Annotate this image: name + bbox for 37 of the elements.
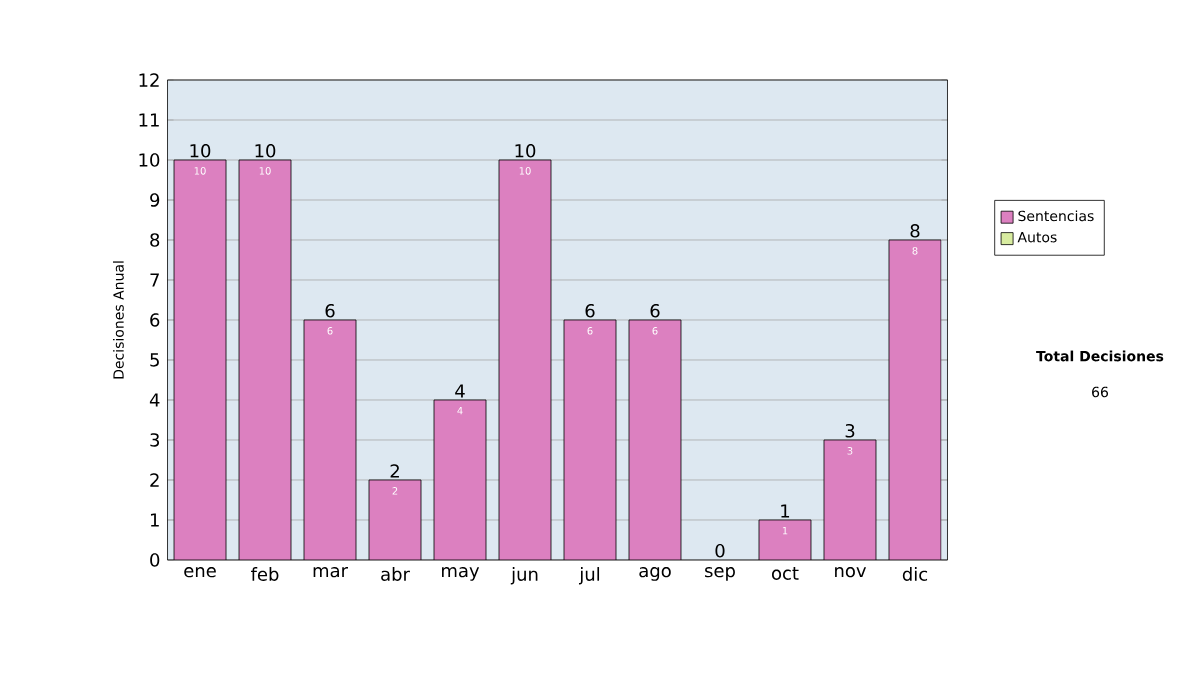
x-tick-label: dic [902,567,928,581]
y-tick-label: 2 [150,473,159,487]
total-label: 6 [585,303,595,318]
total-label: 6 [650,303,660,318]
total-label: 0 [715,543,725,558]
x-tick-label: abr [381,567,410,581]
y-tick-label: 9 [150,193,160,207]
x-tick-label: ago [639,567,671,581]
x-tick-label: feb [251,567,279,581]
y-tick-label: 5 [150,353,159,367]
x-tick-label: ene [184,567,216,578]
total-label: 3 [845,423,855,438]
y-tick-label: 11 [139,113,159,127]
total-label: 1 [781,504,790,518]
y-tick-label: 8 [150,233,160,247]
x-tick-label: oct [772,567,799,580]
y-tick-label: 0 [150,553,160,567]
x-tick-label: may [442,567,480,581]
y-tick-label: 7 [150,273,159,287]
total-label: 6 [325,303,335,318]
total-label: 10 [190,143,211,158]
total-label: 4 [455,384,465,398]
total-label: 10 [255,143,276,158]
x-tick-label: mar [313,567,348,578]
x-tick-label: jun [510,567,538,585]
y-tick-label: 10 [139,153,160,167]
y-tick-label: 1 [150,513,159,527]
total-label: 2 [390,464,399,478]
x-tick-label: jul [578,567,600,585]
total-label: 10 [515,143,536,158]
x-tick-label: sep [705,567,735,581]
y-tick-label: 6 [150,313,160,327]
y-tick-label: 3 [150,433,160,447]
y-tick-label: 12 [139,73,159,87]
x-tick-label: nov [835,567,867,578]
y-tick-label: 4 [149,393,160,407]
total-label: 8 [910,223,920,238]
